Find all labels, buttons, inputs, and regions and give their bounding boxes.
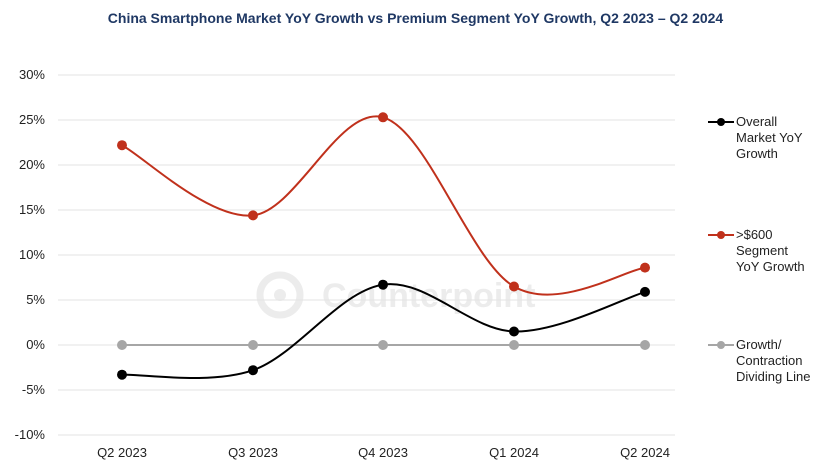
y-tick-label: 5%: [26, 292, 45, 307]
y-tick-label: 25%: [19, 112, 45, 127]
y-tick-label: 0%: [26, 337, 45, 352]
data-point: [248, 365, 258, 376]
x-tick-label: Q1 2024: [489, 445, 539, 460]
data-point: [117, 340, 127, 350]
data-point: [640, 340, 650, 350]
y-axis: -10% -5% 0% 5% 10% 15% 20% 25% 30%: [15, 67, 46, 442]
data-point: [509, 326, 519, 337]
data-point: [117, 140, 127, 151]
data-point: [248, 210, 258, 221]
x-tick-label: Q4 2023: [358, 445, 408, 460]
chart-title: China Smartphone Market YoY Growth vs Pr…: [107, 10, 724, 26]
y-tick-label: 15%: [19, 202, 45, 217]
data-point: [640, 286, 650, 297]
data-point: [378, 112, 388, 123]
x-tick-label: Q2 2024: [620, 445, 670, 460]
legend-label: >$600 Segment YoY Growth: [736, 227, 805, 274]
grid: [58, 74, 675, 436]
legend: Overall Market YoY Growth >$600 Segment YoY G…: [708, 114, 810, 384]
data-point: [509, 281, 519, 292]
watermark-text: Counterpoint: [322, 277, 535, 315]
x-tick-label: Q2 2023: [97, 445, 147, 460]
data-point: [378, 279, 388, 290]
x-tick-label: Q3 2023: [228, 445, 278, 460]
data-point: [248, 340, 258, 350]
watermark: Counterpoint: [256, 271, 535, 319]
y-tick-label: -5%: [22, 382, 46, 397]
data-point: [640, 262, 650, 273]
legend-marker: [717, 231, 725, 239]
series-line: [121, 115, 646, 296]
legend-label: Overall Market YoY Growth: [736, 114, 803, 161]
y-tick-label: -10%: [15, 427, 46, 442]
y-tick-label: 20%: [19, 157, 45, 172]
legend-marker: [717, 118, 725, 126]
data-point: [509, 340, 519, 350]
series-group: [117, 112, 650, 380]
data-point: [117, 369, 127, 380]
y-tick-label: 10%: [19, 247, 45, 262]
legend-marker: [717, 341, 725, 349]
x-axis: Q2 2023 Q3 2023 Q4 2023 Q1 2024 Q2 2024: [97, 445, 670, 460]
data-point: [378, 340, 388, 350]
y-tick-label: 30%: [19, 67, 45, 82]
legend-label: Growth/Contraction Dividing Line: [736, 337, 810, 384]
